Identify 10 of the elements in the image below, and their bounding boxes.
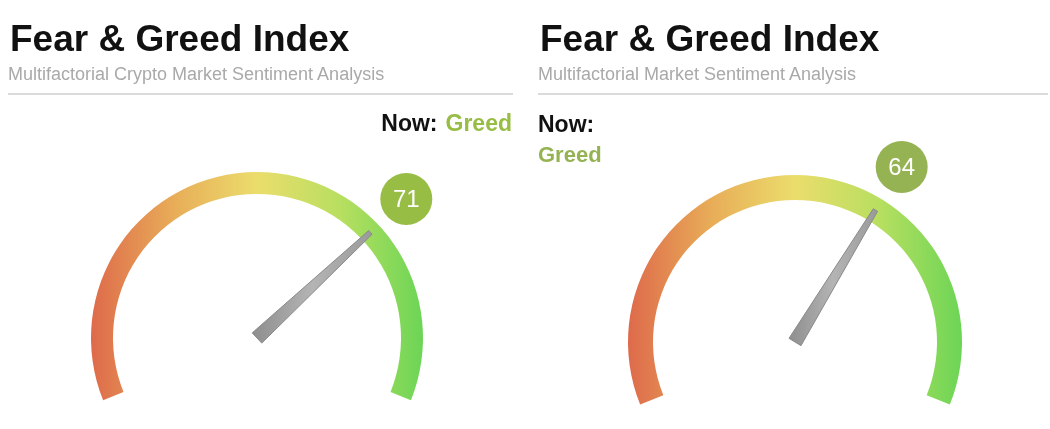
text: Fear & Greed Index	[540, 18, 880, 59]
text: Greed	[445, 110, 512, 136]
data-label: 71	[392, 185, 420, 213]
text: Now:	[538, 111, 595, 137]
text: Greed	[538, 142, 602, 167]
text: Multifactorial Crypto Market Sentiment Analysis	[8, 64, 385, 84]
text: Now:	[381, 110, 438, 136]
text: Fear & Greed Index	[10, 18, 350, 59]
text: Multifactorial Market Sentiment Analysis	[538, 64, 857, 84]
data-label: 64	[888, 153, 916, 181]
